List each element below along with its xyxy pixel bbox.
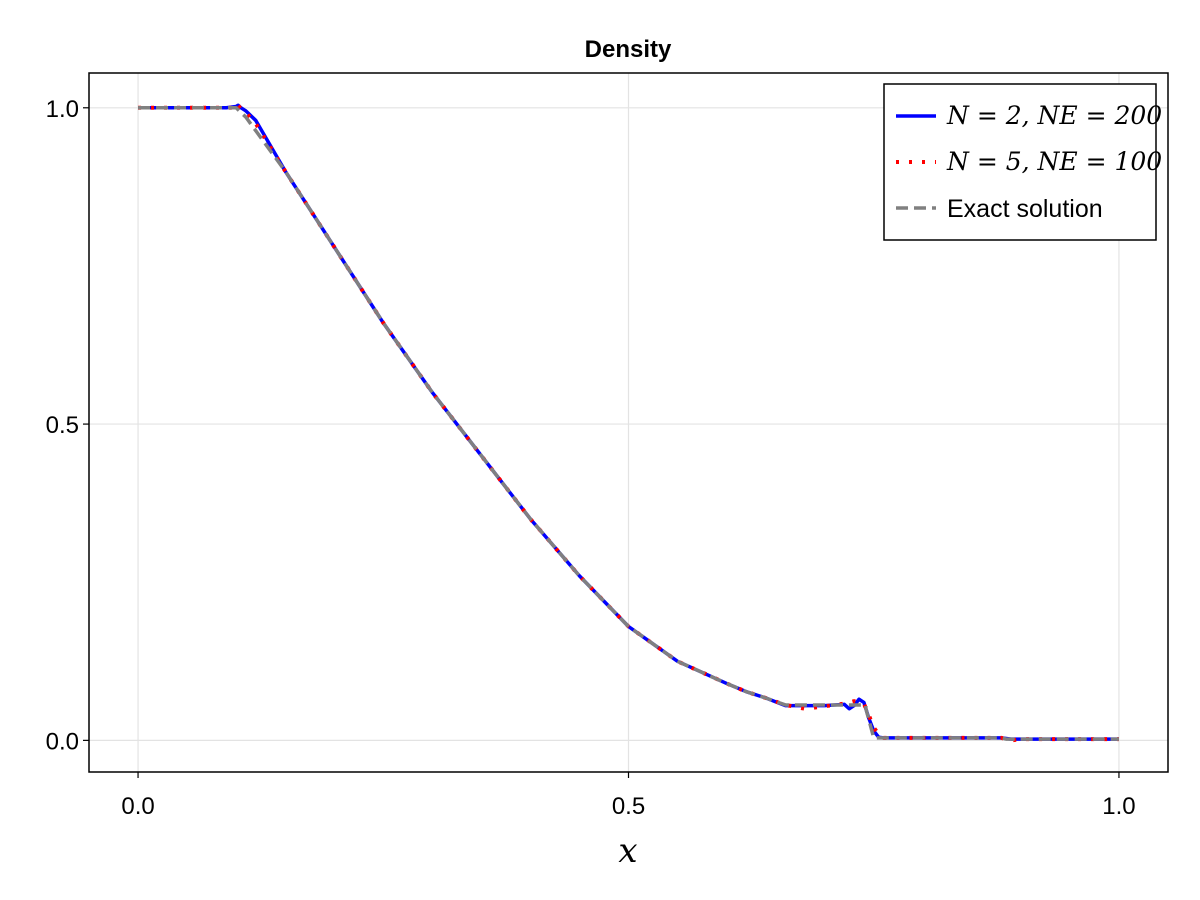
y-tick-label: 1.0 [46,96,79,123]
legend-label-series-2: N = 5, NE = 100 [946,147,1162,176]
series-line-3 [138,106,1119,741]
y-tick-label: 0.0 [46,728,79,755]
x-tick-label: 0.5 [612,793,645,820]
legend-box [883,83,1157,241]
x-tick-label: 1.0 [1102,793,1135,820]
legend-label-series-1: N = 2, NE = 200 [946,101,1162,130]
axes: 0.0 0.5 1.0 0.0 0.5 1.0 [46,96,1136,820]
plot-series [138,100,1119,743]
legend: N = 2, NE = 200 N = 5, NE = 100 Exact so… [883,83,1162,241]
x-tick-label: 0.0 [121,793,154,820]
y-tick-label: 0.5 [46,412,79,439]
x-axis-label: x [618,831,637,871]
legend-label-series-3: Exact solution [947,195,1103,223]
chart-title: Density [585,36,672,63]
